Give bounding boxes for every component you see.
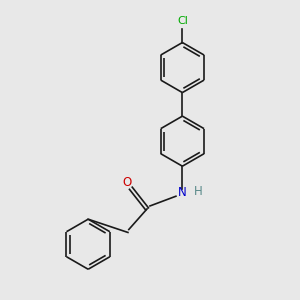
Text: N: N <box>178 186 187 199</box>
Text: Cl: Cl <box>177 16 188 26</box>
Text: H: H <box>194 185 203 198</box>
Text: O: O <box>123 176 132 190</box>
